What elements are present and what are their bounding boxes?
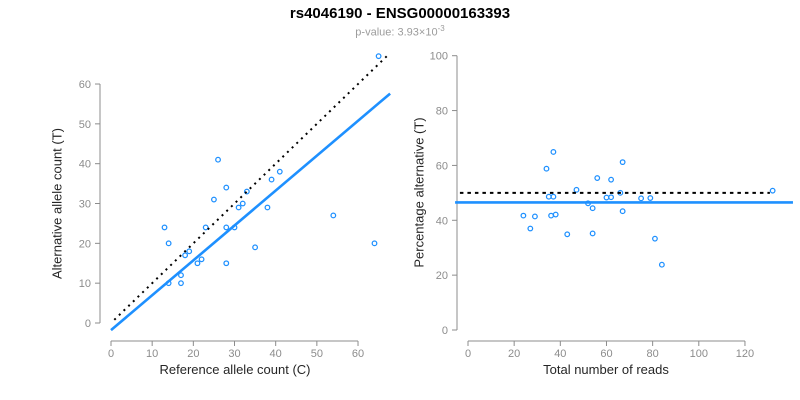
data-point — [652, 235, 658, 242]
data-point — [527, 225, 534, 232]
fit-line — [110, 92, 391, 332]
data-point — [198, 256, 205, 263]
x-tick-label: 10 — [146, 348, 158, 360]
y-tick-label: 20 — [79, 238, 91, 250]
data-point — [252, 244, 259, 251]
data-points — [161, 53, 382, 287]
x-tick-label: 20 — [187, 348, 199, 360]
data-point — [215, 156, 221, 163]
data-point — [589, 205, 596, 212]
x-tick-label: 50 — [311, 348, 323, 360]
y-tick-label: 20 — [436, 270, 448, 282]
plot-subtitle: p-value: 3.93×10-3 — [0, 24, 800, 39]
right-scatter-plot: 0 20 40 60 80 100 120 0 20 40 60 80 100 — [430, 51, 793, 360]
y-tick-label: 40 — [436, 215, 448, 227]
data-point — [223, 260, 230, 267]
data-point — [532, 213, 538, 220]
data-point — [638, 195, 645, 202]
plot-title: rs4046190 - ENSG00000163393 — [289, 5, 511, 22]
x-tick-label: 100 — [690, 348, 708, 360]
pvalue-label: p-value: — [355, 26, 398, 39]
data-point — [603, 194, 610, 201]
x-tick-label: 20 — [508, 348, 520, 360]
data-point — [658, 261, 665, 268]
y-tick-label: 50 — [79, 119, 91, 131]
data-point — [647, 195, 654, 201]
data-point — [608, 176, 615, 183]
data-point — [243, 188, 250, 195]
data-point — [178, 280, 184, 287]
data-point — [769, 187, 776, 194]
y-tick-label: 0 — [85, 318, 91, 330]
left-scatter-plot: 0 10 20 30 40 50 60 0 10 20 30 40 50 60 — [79, 53, 391, 360]
data-point — [564, 231, 571, 238]
data-point — [589, 230, 596, 237]
x-tick-label: 80 — [647, 348, 659, 360]
right-x-axis-title: Total number of reads — [543, 362, 669, 377]
data-point — [330, 212, 337, 219]
data-point — [375, 53, 382, 60]
data-point — [223, 184, 230, 191]
data-point — [178, 272, 184, 279]
pvalue-value: 3.93×10 — [397, 26, 438, 39]
data-point — [239, 200, 246, 207]
data-point — [548, 212, 555, 219]
x-tick-label: 60 — [600, 348, 612, 360]
y-tick-label: 0 — [442, 325, 448, 337]
left-x-axis-title: Reference allele count (C) — [159, 362, 311, 377]
data-point — [211, 196, 217, 203]
y-tick-label: 40 — [79, 159, 91, 171]
x-tick-label: 40 — [270, 348, 282, 360]
y-tick-label: 10 — [79, 278, 91, 290]
data-point — [371, 240, 378, 247]
y-tick-label: 100 — [430, 51, 448, 63]
data-point — [594, 175, 601, 181]
data-point — [264, 204, 271, 211]
y-tick-label: 30 — [79, 199, 91, 211]
data-point — [619, 208, 626, 215]
data-point — [194, 260, 201, 267]
data-point — [235, 204, 242, 211]
data-point — [223, 224, 230, 231]
x-tick-label: 0 — [108, 348, 114, 360]
x-tick-label: 30 — [228, 348, 240, 360]
data-point — [619, 159, 626, 166]
left-y-axis-title: Alternative allele count (T) — [49, 128, 65, 280]
data-point — [202, 224, 209, 231]
data-point — [550, 149, 557, 155]
data-point — [161, 224, 168, 231]
data-point — [186, 248, 193, 255]
data-point — [552, 211, 559, 218]
y-tick-label: 80 — [436, 106, 448, 118]
data-point — [268, 176, 275, 183]
data-point — [182, 252, 189, 259]
data-point — [520, 212, 527, 219]
y-tick-label: 60 — [79, 79, 91, 91]
x-tick-label: 40 — [554, 348, 566, 360]
data-point — [165, 240, 172, 247]
data-points — [520, 149, 776, 268]
right-y-axis-title: Percentage alternative (T) — [411, 117, 427, 268]
data-point — [608, 194, 615, 201]
identity-reference-line — [113, 54, 389, 321]
data-point — [545, 193, 552, 200]
data-point — [573, 186, 580, 193]
data-point — [543, 165, 550, 172]
x-tick-label: 0 — [465, 348, 471, 360]
y-tick-label: 60 — [436, 160, 448, 172]
data-point — [276, 168, 283, 175]
data-point — [550, 193, 557, 200]
pvalue-exponent: -3 — [437, 24, 445, 33]
x-tick-label: 120 — [736, 348, 754, 360]
x-tick-label: 60 — [352, 348, 364, 360]
